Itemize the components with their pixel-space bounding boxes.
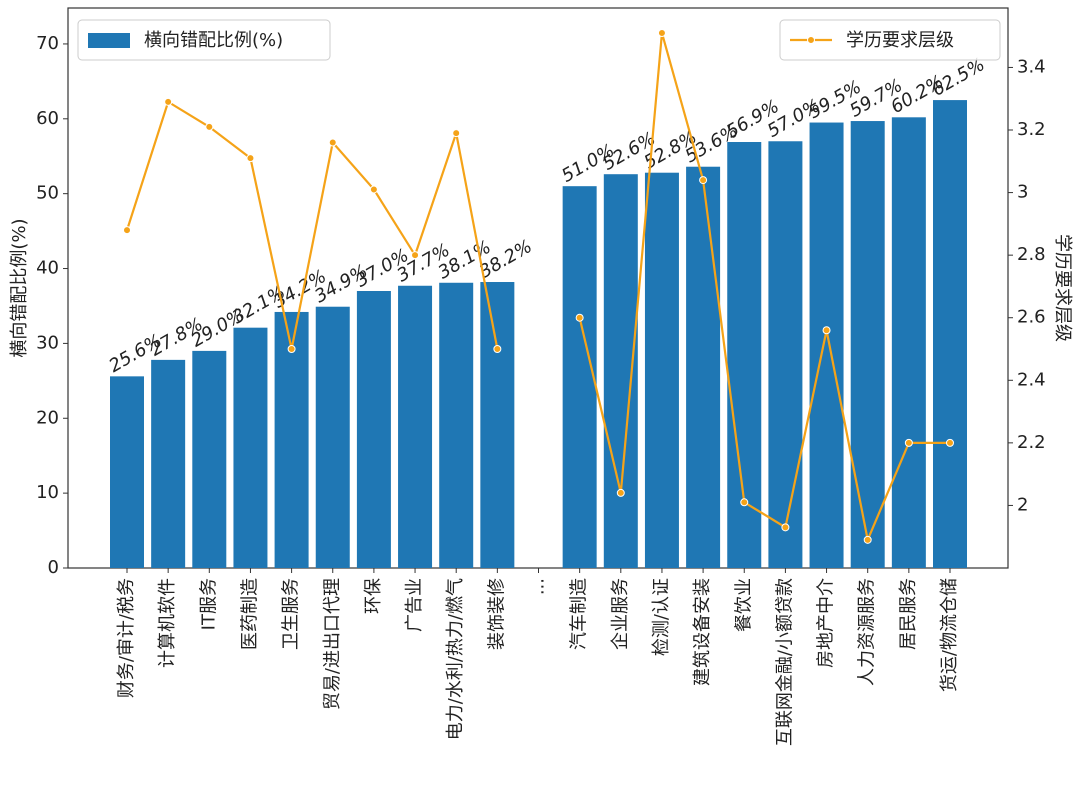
line-point — [904, 438, 913, 447]
bar — [480, 282, 515, 568]
line-point — [946, 438, 954, 447]
x-tick-label: 检测/认证 — [651, 578, 672, 656]
line-point — [328, 138, 337, 147]
x-tick-label: 财务/审计/税务 — [116, 578, 137, 698]
line-point — [863, 535, 872, 544]
x-tick-label: 互联网金融/小额贷款 — [774, 578, 795, 746]
x-tick-label: 人力资源服务 — [857, 578, 878, 686]
x-tick-label: 汽车制造 — [569, 578, 590, 650]
bar — [356, 290, 391, 568]
line — [125, 100, 499, 350]
line-point — [781, 523, 790, 532]
legend-label: 学历要求层级 — [846, 30, 954, 51]
x-tick-label: 环保 — [363, 578, 384, 614]
bar — [562, 186, 597, 568]
value-label: 62.5% — [929, 54, 989, 101]
x-tick-label: 居民服务 — [898, 578, 919, 650]
y2-tick-label: 2.8 — [1017, 244, 1046, 265]
line-point — [657, 29, 666, 38]
y-tick-label: 70 — [36, 33, 59, 54]
y2-tick-label: 3.2 — [1017, 119, 1046, 140]
legend-swatch — [88, 33, 130, 48]
bar — [809, 122, 844, 568]
y-tick-label: 50 — [36, 183, 59, 204]
bar — [315, 306, 350, 568]
y2-tick-label: 2.2 — [1017, 432, 1046, 453]
legend-box — [779, 19, 1001, 61]
line-point — [205, 122, 214, 131]
bar — [439, 282, 474, 568]
x-tick-label: 货运/物流仓储 — [939, 578, 960, 692]
x-tick-label: 医药制造 — [239, 578, 260, 650]
line-point — [616, 488, 625, 497]
x-tick-label: 计算机软件 — [157, 578, 178, 668]
bar — [891, 117, 926, 568]
bar — [110, 376, 144, 568]
y-tick-label: 0 — [48, 557, 59, 578]
line-point — [699, 176, 708, 185]
line-point — [369, 185, 378, 194]
x-tick-label: IT服务 — [198, 578, 219, 630]
bar — [192, 350, 227, 568]
y-tick-label: 60 — [36, 108, 59, 129]
line-point — [452, 129, 461, 138]
bar — [644, 172, 679, 569]
y2-tick-label: 3 — [1017, 182, 1028, 203]
y-tick-label: 20 — [36, 407, 59, 428]
bar — [850, 121, 885, 568]
x-tick-label: 房地产中介 — [816, 578, 837, 668]
legend-label: 横向错配比例(%) — [144, 30, 283, 51]
x-tick-label: 电力/水利/热力/燃气 — [445, 578, 466, 740]
x-tick-label: 装饰装修 — [486, 578, 507, 650]
x-tick-label: 贸易/进出口代理 — [322, 578, 343, 710]
x-tick-label: 建筑设备安装 — [692, 578, 713, 686]
y2-tick-label: 3.4 — [1017, 56, 1046, 77]
bar — [233, 327, 268, 568]
line-point — [822, 326, 831, 335]
bar — [274, 311, 309, 568]
line-point — [740, 498, 749, 507]
y-axis-label: 横向错配比例(%) — [9, 218, 30, 357]
y-tick-label: 10 — [36, 482, 59, 503]
x-tick-label: 餐饮业 — [733, 578, 754, 632]
x-tick-label: 卫生服务 — [281, 578, 302, 650]
x-tick-label: 企业服务 — [610, 578, 631, 650]
line-point — [493, 345, 502, 354]
legend-point — [807, 36, 815, 44]
x-tick-label: 广告业 — [404, 578, 425, 632]
line-point — [123, 226, 131, 235]
line-point — [411, 251, 420, 260]
bar — [151, 359, 186, 568]
bar — [768, 141, 803, 569]
y2-tick-label: 2.4 — [1017, 369, 1046, 390]
y-tick-label: 40 — [36, 258, 59, 279]
legend-box — [77, 19, 331, 61]
line — [578, 32, 950, 544]
bar — [398, 285, 433, 568]
bar — [686, 166, 721, 568]
line-point — [575, 313, 584, 322]
x-tick-label: ... — [528, 578, 549, 595]
bar — [933, 100, 967, 568]
line-point — [164, 97, 173, 106]
y2-tick-label: 2 — [1017, 494, 1028, 515]
y-tick-label: 30 — [36, 332, 59, 353]
y2-tick-label: 2.6 — [1017, 307, 1046, 328]
y2-axis-label: 学历要求层级 — [1052, 234, 1073, 342]
line-point — [287, 345, 296, 354]
line-point — [246, 154, 255, 163]
